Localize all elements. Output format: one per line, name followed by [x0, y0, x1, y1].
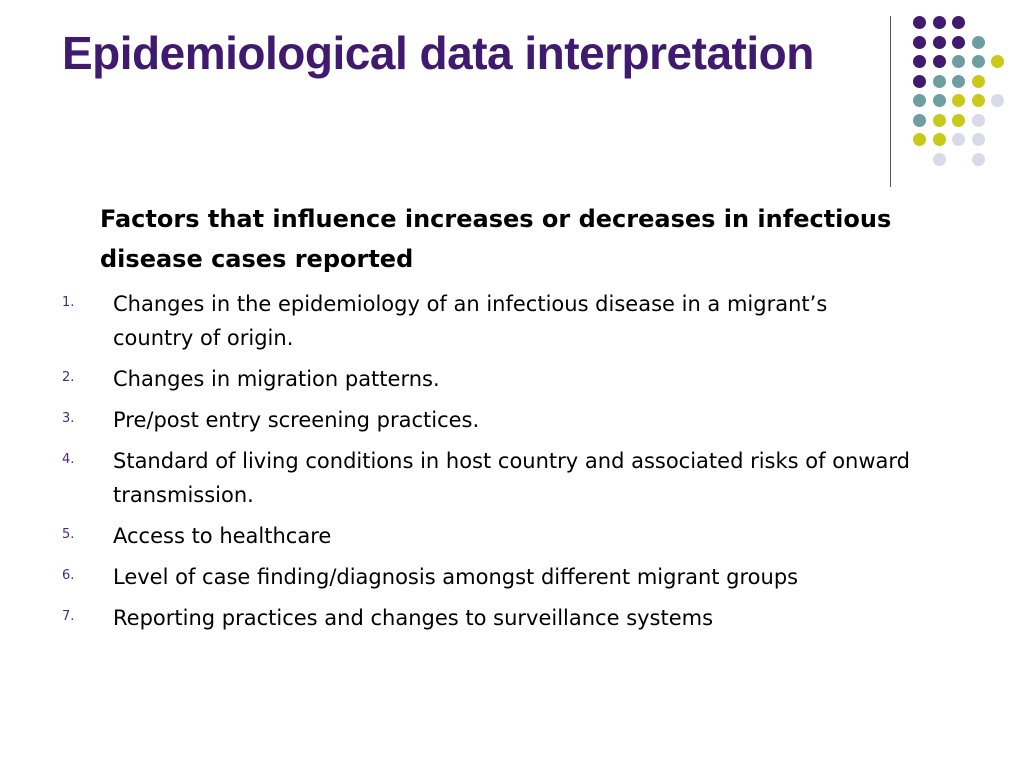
dot-icon — [952, 55, 965, 68]
list-item: 3. Pre/post entry screening practices. — [0, 403, 1024, 437]
list-text: Pre/post entry screening practices. — [113, 408, 480, 432]
dot-icon — [971, 133, 985, 146]
vertical-divider — [890, 16, 891, 187]
list-item: 4. Standard of living conditions in host… — [0, 444, 1024, 512]
dot-icon — [913, 113, 926, 127]
dot-icon — [913, 94, 926, 107]
dot-icon — [971, 35, 985, 49]
dot-icon — [913, 16, 926, 29]
dot-icon — [952, 16, 965, 29]
list-number: 2. — [62, 370, 75, 385]
dot-icon — [971, 113, 985, 127]
factors-list: 1. Changes in the epidemiology of an inf… — [0, 287, 1024, 642]
dot-icon — [932, 74, 946, 88]
list-text: Level of case finding/diagnosis amongst … — [113, 565, 799, 589]
list-item: 1. Changes in the epidemiology of an inf… — [0, 287, 1024, 355]
dot-icon — [952, 133, 965, 146]
dot-icon — [932, 133, 946, 146]
dot-icon — [952, 113, 965, 127]
dot-icon — [913, 55, 926, 68]
list-item: 7. Reporting practices and changes to su… — [0, 601, 1024, 635]
dot-icon — [932, 55, 946, 68]
list-text: Standard of living conditions in host co… — [113, 449, 910, 507]
subheading: Factors that influence increases or decr… — [100, 205, 892, 273]
dot-icon — [971, 55, 985, 68]
dot-icon — [913, 74, 926, 88]
list-item: 6. Level of case finding/diagnosis among… — [0, 560, 1024, 594]
list-text: Changes in the epidemiology of an infect… — [113, 292, 828, 350]
list-number: 4. — [62, 452, 75, 467]
dot-icon — [932, 94, 946, 107]
dot-icon — [913, 133, 926, 146]
list-number: 7. — [62, 609, 75, 624]
dot-icon — [952, 35, 965, 49]
dot-icon — [932, 152, 946, 166]
dot-icon — [932, 35, 946, 49]
list-number: 6. — [62, 568, 75, 583]
list-number: 1. — [62, 295, 75, 310]
list-number: 3. — [62, 411, 75, 426]
dot-icon — [913, 35, 926, 49]
dot-icon — [971, 94, 985, 107]
dot-icon — [932, 113, 946, 127]
dot-icon — [932, 16, 946, 29]
slide-title: Epidemiological data interpretation — [62, 27, 814, 79]
dot-icon — [952, 74, 965, 88]
list-text: Reporting practices and changes to surve… — [113, 606, 714, 630]
dot-icon — [971, 152, 985, 166]
list-item: 2. Changes in migration patterns. — [0, 362, 1024, 396]
dot-icon — [991, 55, 1004, 68]
dot-icon — [991, 94, 1004, 107]
dot-icon — [971, 74, 985, 88]
list-number: 5. — [62, 527, 75, 542]
list-text: Changes in migration patterns. — [113, 367, 440, 391]
list-item: 5. Access to healthcare — [0, 519, 1024, 553]
dot-icon — [952, 94, 965, 107]
list-text: Access to healthcare — [113, 524, 332, 548]
